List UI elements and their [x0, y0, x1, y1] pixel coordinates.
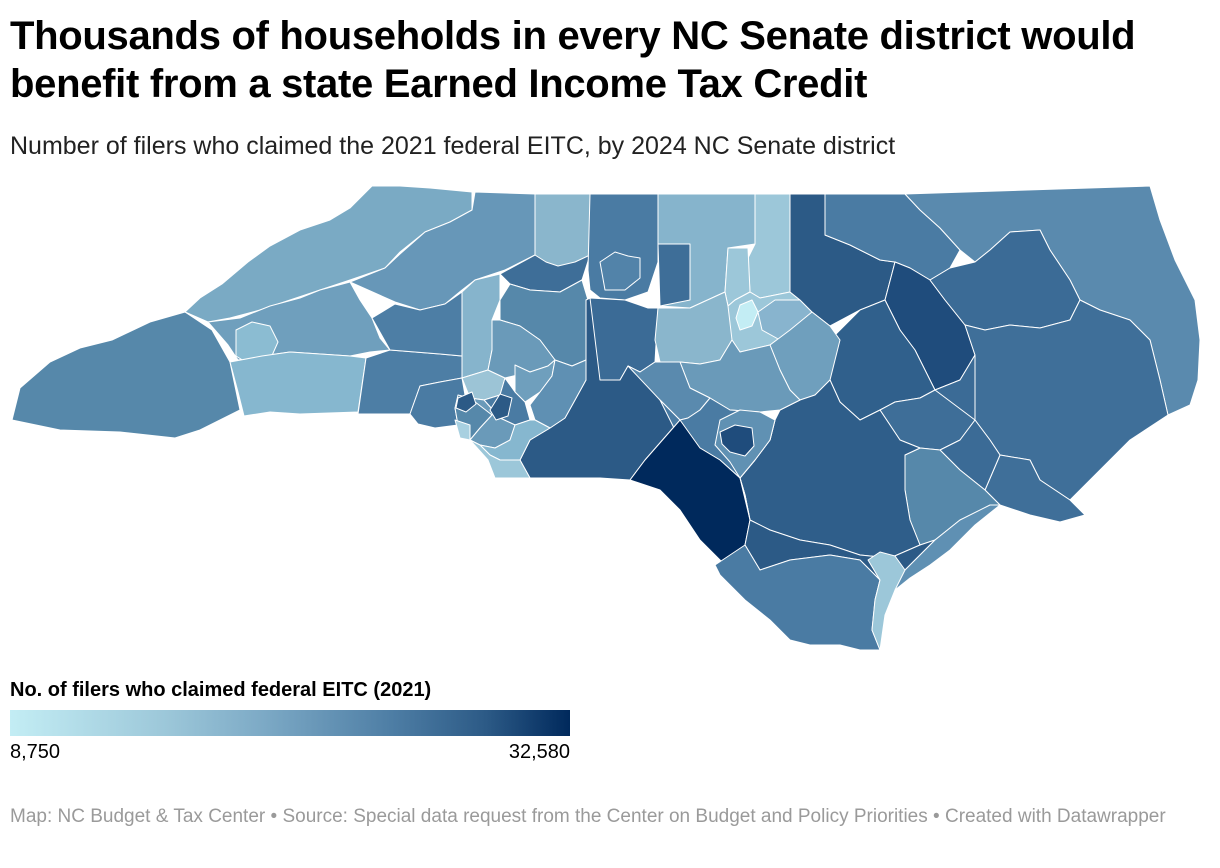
legend-min-label: 8,750 — [10, 741, 61, 763]
district-brunswick[interactable] — [714, 544, 881, 651]
district-duplin[interactable] — [934, 354, 1001, 491]
district-pender[interactable] — [874, 504, 1001, 601]
district-rockingham[interactable] — [657, 243, 691, 307]
map-svg — [11, 185, 1201, 651]
legend-color-ramp — [10, 710, 570, 736]
district-fayetteville[interactable] — [719, 424, 755, 457]
legend-max-label: 32,580 — [508, 741, 570, 763]
district-winston-salem[interactable] — [599, 251, 641, 291]
district-charlotte-3[interactable] — [469, 439, 531, 479]
chart-subtitle: Number of filers who claimed the 2021 fe… — [10, 132, 896, 160]
district-charlotte-4[interactable] — [454, 419, 471, 441]
district-far-west[interactable] — [11, 311, 241, 439]
color-legend: No. of filers who claimed federal EITC (… — [10, 676, 572, 766]
district-anson-richmond[interactable] — [455, 391, 477, 413]
district-asheville-south[interactable] — [229, 351, 367, 417]
district-wilmington[interactable] — [867, 551, 906, 651]
map-credit: Map: NC Budget & Tax Center — [10, 806, 266, 827]
chart-title: Thousands of households in every NC Sena… — [10, 14, 1136, 106]
datawrapper-credit[interactable]: Created with Datawrapper — [944, 806, 1166, 827]
legend-labels: 8,750 32,580 — [10, 738, 572, 766]
footer-separator: • — [265, 806, 283, 827]
source-note: Source: Special data request from the Ce… — [282, 806, 928, 827]
legend-title: No. of filers who claimed federal EITC (… — [10, 679, 432, 701]
district-union[interactable] — [489, 393, 513, 421]
district-layer — [11, 185, 1201, 651]
nc-senate-district-map — [0, 175, 1220, 665]
district-wake-inner[interactable] — [735, 299, 759, 331]
footer-separator: • — [927, 806, 945, 827]
district-cabarrus[interactable] — [529, 359, 587, 429]
chart-footer: Map: NC Budget & Tax Center • Source: Sp… — [10, 805, 1210, 829]
district-surry[interactable] — [534, 193, 591, 267]
